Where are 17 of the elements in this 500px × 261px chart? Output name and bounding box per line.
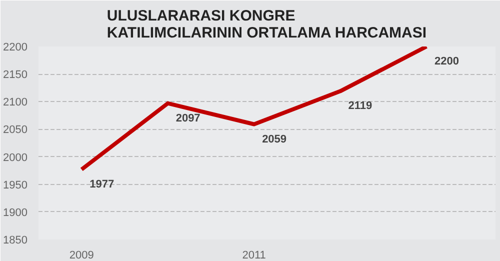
data-label: 2119: [348, 100, 372, 112]
y-tick-label: 1850: [3, 234, 28, 246]
x-tick-label: 2011: [242, 250, 266, 261]
x-tick-label: 2009: [69, 250, 94, 261]
y-tick-label: 2000: [3, 152, 28, 164]
y-tick-label: 2100: [3, 96, 28, 109]
y-tick-label: 2050: [3, 124, 28, 136]
data-label: 2200: [434, 56, 460, 68]
y-tick-label: 2150: [3, 69, 28, 82]
line-series: [80, 46, 429, 172]
y-tick-label: 1900: [3, 206, 28, 219]
chart-title: ULUSLARARASI KONGRE KATILIMCILARININ ORTALAMA HARCAMASI: [106, 8, 427, 42]
y-tick-label: 2200: [3, 42, 28, 54]
data-label: 1977: [90, 178, 114, 190]
data-label: 2097: [176, 112, 200, 124]
y-tick-label: 1950: [3, 179, 28, 192]
data-label: 2059: [262, 133, 287, 146]
